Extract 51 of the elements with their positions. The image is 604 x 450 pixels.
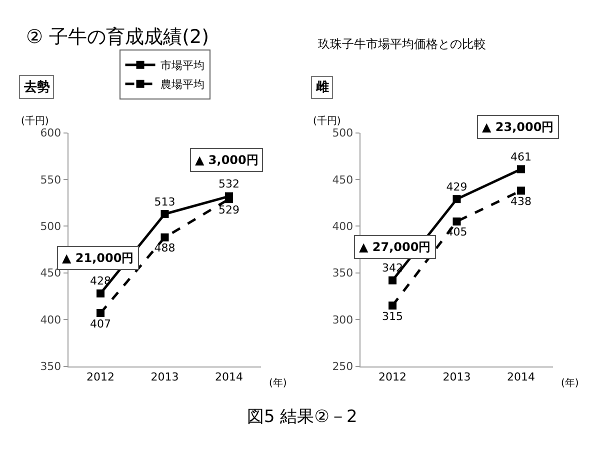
annotation: ▲ 27,000円	[359, 240, 431, 254]
point	[388, 276, 397, 284]
text: 玖珠子牛市場平均価格との比較	[318, 37, 486, 51]
x-axis-title: (年)	[561, 377, 579, 389]
annotation: ▲ 21,000円	[62, 251, 134, 265]
point	[160, 210, 169, 218]
x-tick-label: 2012	[86, 370, 115, 384]
x-tick-label: 2013	[150, 370, 179, 384]
y-tick-label: 350	[332, 266, 354, 280]
y-tick-label: 350	[40, 360, 62, 374]
y-tick-label: 500	[332, 126, 354, 140]
legend-label: 農場平均	[160, 78, 204, 92]
y-axis-title: (千円)	[21, 115, 49, 127]
data-label: 315	[382, 310, 404, 323]
caption: 図5 結果②－2	[247, 407, 358, 427]
annotation: ▲ 23,000円	[482, 120, 554, 134]
point	[160, 233, 169, 242]
point	[517, 165, 525, 174]
data-label: 532	[218, 178, 240, 191]
x-tick-label: 2014	[507, 370, 535, 384]
data-label: 438	[510, 194, 532, 208]
x-tick-label: 2014	[215, 370, 243, 384]
point	[517, 186, 525, 195]
data-label: 407	[90, 317, 112, 330]
chart-title: 去勢	[23, 79, 50, 95]
x-axis-title: (年)	[269, 377, 287, 389]
point	[452, 218, 461, 226]
y-tick-label: 450	[332, 173, 354, 186]
x-tick-label: 2012	[378, 370, 407, 384]
data-label: 513	[154, 195, 176, 208]
y-tick-label: 250	[332, 360, 354, 374]
data-label: 461	[510, 150, 532, 164]
data-label: 429	[446, 180, 468, 194]
y-tick-label: 600	[40, 126, 62, 140]
x-tick-label: 2013	[442, 370, 471, 384]
y-tick-label: 500	[40, 220, 62, 234]
point	[452, 195, 461, 204]
y-tick-label: 400	[332, 220, 354, 234]
y-tick-label: 300	[332, 313, 354, 326]
point	[388, 302, 397, 310]
legend-label: 市場平均	[160, 59, 204, 72]
data-label: 529	[218, 203, 240, 216]
text: ② 子牛の育成成績(2)	[26, 26, 209, 48]
point	[96, 309, 105, 318]
annotation: ▲ 3,000円	[195, 153, 258, 167]
y-tick-label: 550	[40, 173, 62, 186]
y-axis-title: (千円)	[313, 115, 341, 127]
chart-title: 雌	[315, 80, 329, 95]
point	[96, 289, 105, 298]
y-tick-label: 400	[40, 313, 62, 326]
data-label: 488	[154, 242, 176, 255]
